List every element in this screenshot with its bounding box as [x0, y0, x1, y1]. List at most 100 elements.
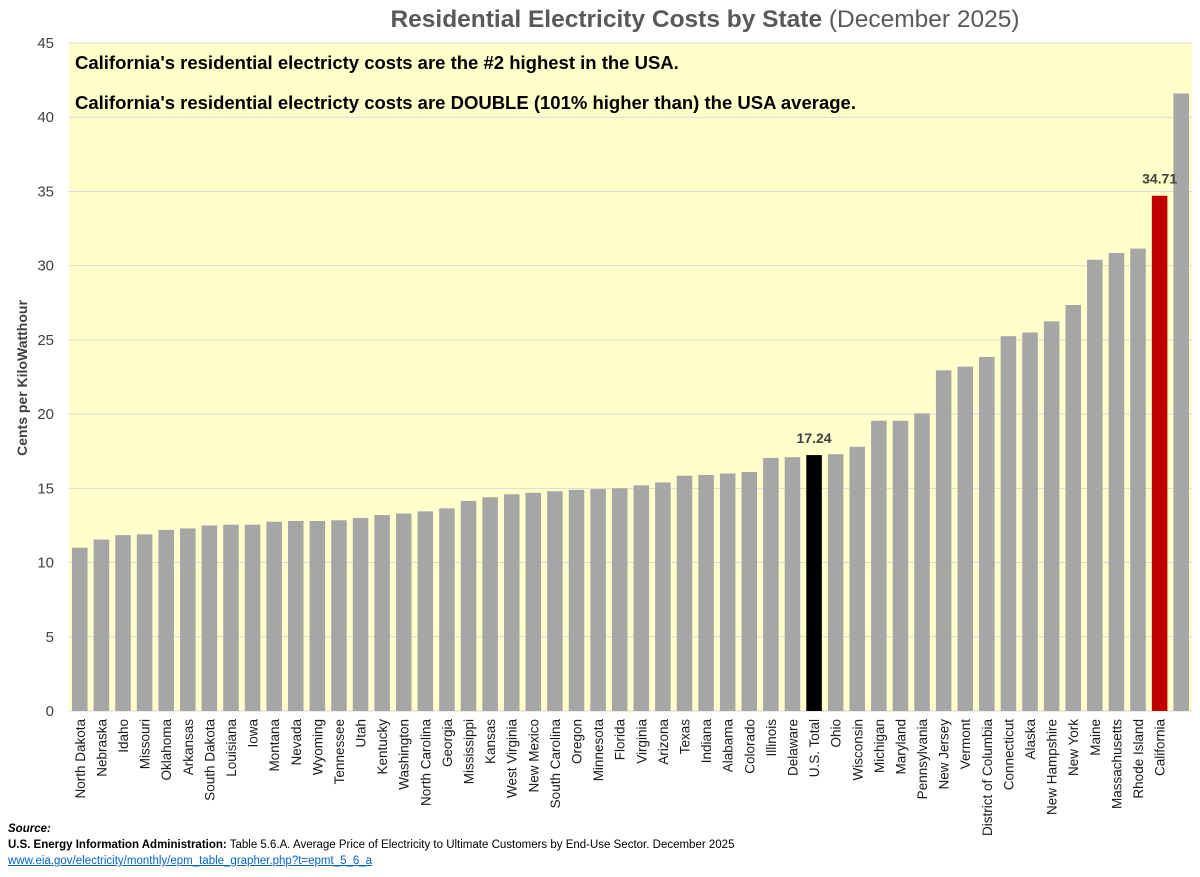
x-tick-label: Kansas	[483, 719, 498, 764]
x-tick-label: Vermont	[958, 719, 973, 770]
x-tick-label: Arizona	[656, 719, 671, 765]
bar	[1130, 248, 1146, 711]
bar	[136, 534, 153, 711]
x-tick-label: Indiana	[699, 719, 714, 764]
bar	[201, 525, 218, 711]
bar	[568, 489, 585, 711]
bar	[1151, 195, 1168, 711]
x-tick-label: Iowa	[246, 719, 261, 748]
y-tick-label: 30	[37, 258, 54, 275]
chart-title-main: Residential Electricity Costs by State	[390, 6, 822, 33]
bar	[482, 497, 498, 711]
x-tick-label: Wisconsin	[850, 719, 865, 781]
bar	[633, 485, 650, 711]
x-tick-label: Nevada	[289, 719, 304, 766]
bar	[611, 488, 628, 711]
x-axis-ticks: North Dakota Nebraska Idaho Missouri Oklahom…	[73, 719, 1168, 837]
bar	[374, 515, 390, 711]
source-link[interactable]: www.eia.gov/electricity/monthly/epm_tabl…	[8, 855, 373, 867]
x-tick-label: Colorado	[742, 719, 757, 774]
x-tick-label: Tennessee	[332, 719, 347, 784]
bar	[935, 370, 952, 711]
x-tick-label: South Dakota	[202, 719, 217, 801]
x-tick-label: Nebraska	[94, 719, 109, 777]
x-tick-label: Kentucky	[375, 719, 390, 775]
bar	[871, 420, 887, 711]
x-tick-label: North Carolina	[418, 719, 433, 807]
bar	[914, 413, 930, 711]
x-tick-label: West Virginia	[505, 719, 520, 799]
y-tick-label: 45	[37, 35, 54, 52]
data-labels: 17.24 34.71	[797, 171, 1178, 446]
bar	[309, 520, 326, 711]
y-tick-label: 20	[37, 406, 54, 423]
bar	[460, 500, 477, 711]
x-tick-label: Alaska	[1023, 719, 1038, 760]
x-tick-label: Missouri	[138, 719, 153, 769]
annotation-rank: California's residential electricty cost…	[75, 52, 679, 73]
bar	[763, 457, 779, 711]
data-label: 34.71	[1142, 171, 1177, 187]
x-tick-label: Idaho	[116, 719, 131, 753]
bar	[503, 494, 520, 711]
bar	[806, 455, 822, 711]
x-tick-label: Rhode Island	[1131, 719, 1146, 799]
bar	[849, 446, 866, 711]
y-tick-label: 25	[37, 332, 54, 349]
x-tick-label: Maine	[1088, 719, 1103, 756]
x-tick-label: Virginia	[634, 719, 649, 764]
annotation-double: California's residential electricty cost…	[75, 92, 856, 113]
y-axis-label: Cents per KiloWatthour	[14, 300, 30, 456]
chart-title-sub: (December 2025)	[829, 6, 1020, 33]
bar	[784, 457, 801, 711]
x-tick-label: Texas	[677, 719, 692, 755]
bar	[1087, 259, 1103, 711]
bar	[590, 489, 606, 711]
bar	[741, 472, 758, 711]
x-tick-label: Georgia	[440, 719, 455, 768]
y-tick-label: 15	[37, 480, 54, 497]
bar	[1173, 93, 1189, 711]
bar	[676, 475, 693, 711]
x-tick-label: U.S. Total	[807, 719, 822, 777]
data-label: 17.24	[797, 430, 832, 446]
x-tick-label: New York	[1066, 719, 1081, 776]
bar	[223, 524, 239, 711]
x-tick-label: Wyoming	[310, 719, 325, 775]
source-heading: Source:	[8, 823, 51, 835]
bar	[439, 508, 455, 711]
bar	[352, 518, 369, 711]
x-tick-label: Illinois	[764, 719, 779, 757]
bar	[417, 511, 434, 711]
y-tick-label: 0	[46, 703, 54, 720]
x-tick-label: New Mexico	[526, 719, 541, 793]
x-tick-label: North Dakota	[73, 719, 88, 799]
y-tick-label: 40	[37, 109, 54, 126]
y-tick-label: 5	[46, 629, 54, 646]
y-tick-label: 10	[37, 555, 54, 572]
x-tick-label: Ohio	[829, 719, 844, 748]
x-tick-label: Louisiana	[224, 719, 239, 777]
bar	[1043, 321, 1060, 711]
x-tick-label: Oklahoma	[159, 719, 174, 781]
bar	[72, 547, 88, 711]
y-tick-label: 35	[37, 183, 54, 200]
bar	[1065, 305, 1081, 711]
bar	[395, 513, 412, 711]
x-tick-label: Alabama	[721, 719, 736, 773]
bar	[266, 521, 282, 711]
bar	[698, 474, 714, 711]
chart-title: Residential Electricity Costs by State (…	[390, 6, 1019, 33]
bar	[244, 524, 261, 711]
bar	[287, 520, 304, 711]
x-tick-label: Washington	[397, 719, 412, 790]
x-tick-label: Delaware	[785, 719, 800, 776]
bar	[525, 492, 542, 711]
x-tick-label: Massachusetts	[1109, 719, 1124, 809]
x-tick-label: Minnesota	[591, 719, 606, 782]
bar	[93, 539, 110, 711]
x-tick-label: Maryland	[893, 719, 908, 775]
bar	[892, 420, 909, 711]
bar	[1022, 332, 1038, 711]
